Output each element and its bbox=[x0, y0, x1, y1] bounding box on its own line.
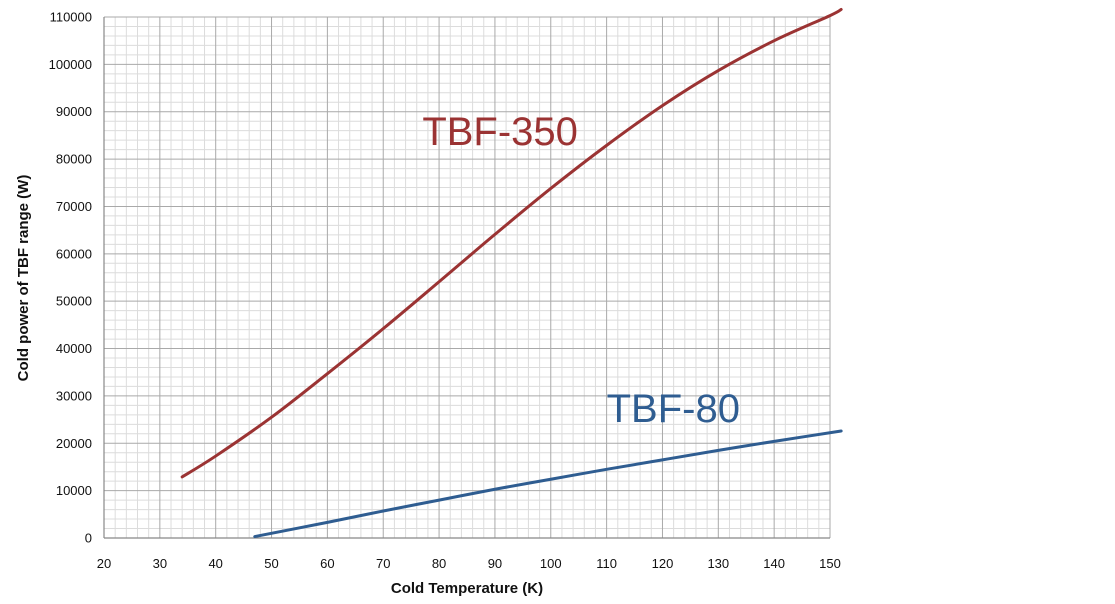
x-tick-label: 120 bbox=[652, 556, 674, 571]
y-tick-label: 80000 bbox=[56, 152, 92, 167]
x-tick-label: 60 bbox=[320, 556, 334, 571]
y-tick-label: 40000 bbox=[56, 341, 92, 356]
y-axis-title: Cold power of TBF range (W) bbox=[15, 175, 32, 382]
major-grid bbox=[103, 16, 831, 539]
series-annotations: TBF-350 TBF-80 bbox=[422, 110, 740, 431]
series-line-tbf-350 bbox=[180, 7, 843, 479]
x-tick-label: 90 bbox=[488, 556, 502, 571]
y-tick-label: 50000 bbox=[56, 294, 92, 309]
y-tick-label: 0 bbox=[85, 531, 92, 546]
series-lines bbox=[180, 7, 843, 539]
x-tick-label: 80 bbox=[432, 556, 446, 571]
x-tick-label: 150 bbox=[819, 556, 841, 571]
x-tick-label: 20 bbox=[97, 556, 111, 571]
y-tick-label: 20000 bbox=[56, 436, 92, 451]
x-tick-label: 110 bbox=[596, 556, 617, 571]
y-tick-label: 70000 bbox=[56, 199, 92, 214]
x-axis-ticks: 20 30 40 50 60 70 80 90 100 110 120 130 140 150 bbox=[97, 556, 841, 571]
minor-grid bbox=[104, 17, 830, 538]
x-axis-title: Cold Temperature (K) bbox=[391, 580, 543, 597]
x-tick-label: 70 bbox=[376, 556, 390, 571]
y-tick-label: 100000 bbox=[49, 57, 92, 72]
x-tick-label: 40 bbox=[208, 556, 222, 571]
series-line-tbf-80 bbox=[253, 429, 843, 539]
x-tick-label: 100 bbox=[540, 556, 562, 571]
y-tick-label: 60000 bbox=[56, 246, 92, 261]
y-tick-label: 110000 bbox=[50, 10, 92, 25]
x-tick-label: 140 bbox=[763, 556, 785, 571]
y-tick-label: 10000 bbox=[56, 483, 92, 498]
x-tick-label: 30 bbox=[153, 556, 167, 571]
x-tick-label: 130 bbox=[707, 556, 729, 571]
series-annotation: TBF-80 bbox=[607, 387, 740, 431]
series-annotation: TBF-350 bbox=[422, 110, 578, 154]
x-tick-label: 50 bbox=[264, 556, 278, 571]
y-axis-ticks: 0 10000 20000 30000 40000 50000 60000 70000 8000… bbox=[49, 10, 92, 546]
y-tick-label: 30000 bbox=[56, 388, 92, 403]
y-tick-label: 90000 bbox=[56, 104, 92, 119]
